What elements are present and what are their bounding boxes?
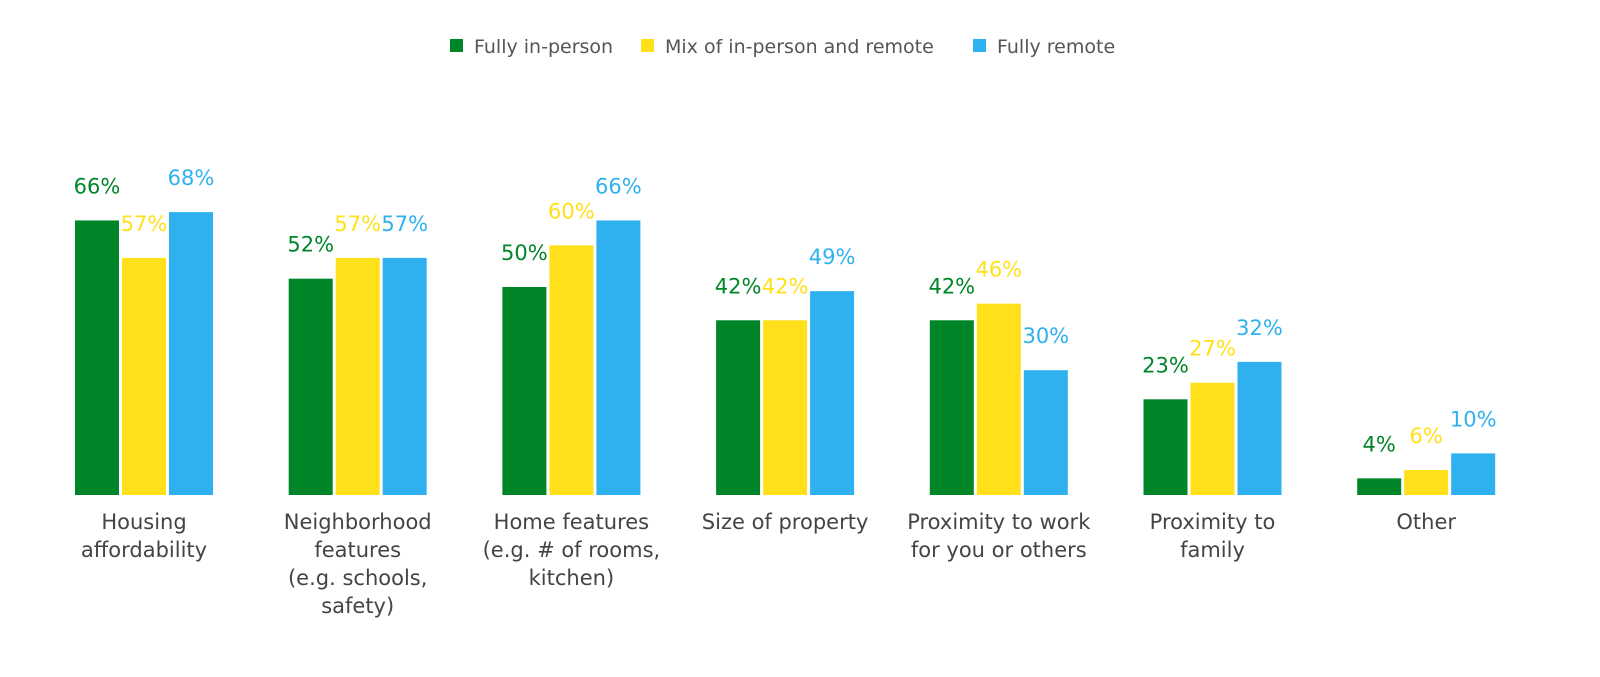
bar-mix-of-in-person-and-remote-0	[122, 257, 166, 495]
category-label-3-line-0: Size of property	[702, 510, 869, 534]
data-label-fully-remote-5: 32%	[1236, 316, 1283, 340]
data-label-fully-in-person-2: 50%	[501, 241, 548, 265]
category-label-1-line-2: (e.g. schools,	[288, 566, 427, 590]
data-label-fully-remote-2: 66%	[595, 174, 642, 198]
category-label-6-line-0: Other	[1396, 510, 1456, 534]
data-label-fully-in-person-5: 23%	[1142, 353, 1189, 377]
bar-fully-remote-6	[1451, 453, 1496, 495]
data-label-mix-of-in-person-and-remote-6: 6%	[1410, 424, 1443, 448]
data-label-mix-of-in-person-and-remote-4: 46%	[975, 258, 1022, 282]
bar-fully-remote-1	[382, 257, 427, 495]
bar-mix-of-in-person-and-remote-6	[1404, 470, 1449, 495]
legend-label-mix-of-in-person-and-remote: Mix of in-person and remote	[665, 36, 934, 58]
data-label-fully-remote-0: 68%	[168, 166, 215, 190]
bar-mix-of-in-person-and-remote-2	[549, 245, 594, 495]
bar-mix-of-in-person-and-remote-1	[335, 257, 380, 495]
category-label-2-line-1: (e.g. # of rooms,	[483, 538, 661, 562]
data-label-mix-of-in-person-and-remote-2: 60%	[548, 199, 595, 223]
category-label-0-line-0: Housing	[101, 510, 186, 534]
category-label-1-line-1: features	[314, 538, 401, 562]
category-label-2-line-2: kitchen)	[529, 566, 615, 590]
bar-groups	[75, 212, 1496, 495]
bar-fully-in-person-6	[1357, 478, 1402, 495]
legend-label-fully-remote: Fully remote	[997, 36, 1115, 58]
bar-fully-in-person-0	[75, 220, 119, 495]
legend-swatch-fully-remote	[973, 39, 986, 52]
category-label-1-line-3: safety)	[321, 594, 394, 618]
data-label-mix-of-in-person-and-remote-1: 57%	[334, 212, 381, 236]
legend-swatch-mix-of-in-person-and-remote	[641, 39, 654, 52]
bar-fully-in-person-1	[288, 278, 333, 495]
data-label-fully-remote-1: 57%	[381, 212, 428, 236]
bar-fully-remote-5	[1237, 361, 1282, 495]
category-label-4-line-1: for you or others	[911, 538, 1087, 562]
data-label-fully-remote-6: 10%	[1450, 407, 1497, 431]
category-label-2-line-0: Home features	[494, 510, 649, 534]
data-label-fully-in-person-6: 4%	[1363, 432, 1396, 456]
data-label-fully-in-person-3: 42%	[715, 274, 762, 298]
data-label-mix-of-in-person-and-remote-3: 42%	[762, 274, 809, 298]
data-label-fully-in-person-1: 52%	[287, 233, 334, 257]
legend-swatch-fully-in-person	[450, 39, 463, 52]
bar-fully-in-person-2	[502, 287, 547, 495]
bar-fully-remote-0	[169, 212, 213, 495]
bar-fully-remote-4	[1023, 370, 1068, 495]
data-label-mix-of-in-person-and-remote-5: 27%	[1189, 337, 1236, 361]
data-label-fully-remote-4: 30%	[1022, 324, 1069, 348]
category-label-0-line-1: affordability	[81, 538, 207, 562]
bar-fully-remote-2	[596, 220, 641, 495]
bar-mix-of-in-person-and-remote-3	[763, 320, 808, 495]
data-label-fully-in-person-0: 66%	[74, 174, 121, 198]
data-labels: 66%57%68%52%57% 57%50%60%66%42% 42%49%42%4…	[74, 166, 1497, 456]
data-label-fully-remote-3: 49%	[809, 245, 856, 269]
category-label-5-line-0: Proximity to	[1150, 510, 1276, 534]
category-label-4-line-0: Proximity to work	[907, 510, 1091, 534]
bar-mix-of-in-person-and-remote-5	[1190, 382, 1235, 495]
bar-fully-in-person-5	[1143, 399, 1188, 495]
chart-legend: Fully in-person Mix of in-person and remo…	[450, 36, 1115, 58]
data-label-mix-of-in-person-and-remote-0: 57%	[121, 212, 168, 236]
bar-fully-remote-3	[810, 291, 855, 495]
data-label-fully-in-person-4: 42%	[928, 274, 975, 298]
bar-mix-of-in-person-and-remote-4	[976, 303, 1021, 495]
legend-label-fully-in-person: Fully in-person	[474, 36, 613, 58]
bar-fully-in-person-4	[929, 320, 974, 495]
category-label-5-line-1: family	[1180, 538, 1245, 562]
category-labels: Housing affordability Neighborhood features…	[81, 510, 1456, 618]
category-label-1-line-0: Neighborhood	[284, 510, 432, 534]
bar-fully-in-person-3	[716, 320, 761, 495]
